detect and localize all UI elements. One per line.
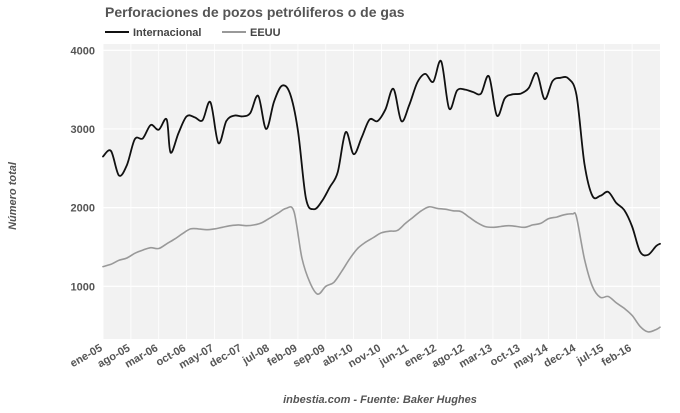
x-tick-label: dec-14 <box>542 342 579 370</box>
x-axis-ticks: ene-05ago-05mar-06oct-06may-07dec-07jul-… <box>68 342 633 372</box>
x-tick-label: dec-07 <box>208 342 244 370</box>
series-line-internacional <box>102 59 661 257</box>
x-tick-label: feb-16 <box>600 342 634 369</box>
chart-title: Perforaciones de pozos petróliferos o de… <box>105 4 405 20</box>
legend: Internacional EEUU <box>105 27 281 39</box>
y-tick-label: 1000 <box>71 281 95 293</box>
y-axis-label: Número total <box>7 161 19 230</box>
x-tick-label: jul-08 <box>240 342 272 367</box>
legend-label: Internacional <box>133 27 201 39</box>
x-tick-label: nov-10 <box>346 342 383 370</box>
legend-label: EEUU <box>250 27 281 39</box>
y-tick-label: 3000 <box>71 124 95 136</box>
x-tick-label: jul-15 <box>574 342 606 367</box>
grid <box>102 44 660 339</box>
series-line-eeuu <box>102 205 661 333</box>
series-group <box>102 59 661 333</box>
y-tick-label: 4000 <box>71 45 95 57</box>
y-tick-label: 2000 <box>71 203 95 215</box>
x-tick-label: sep-09 <box>291 342 327 370</box>
y-axis-ticks: 1000 2000 3000 4000 <box>71 45 95 293</box>
source-caption: inbestia.com - Fuente: Baker Hughes <box>283 394 477 406</box>
